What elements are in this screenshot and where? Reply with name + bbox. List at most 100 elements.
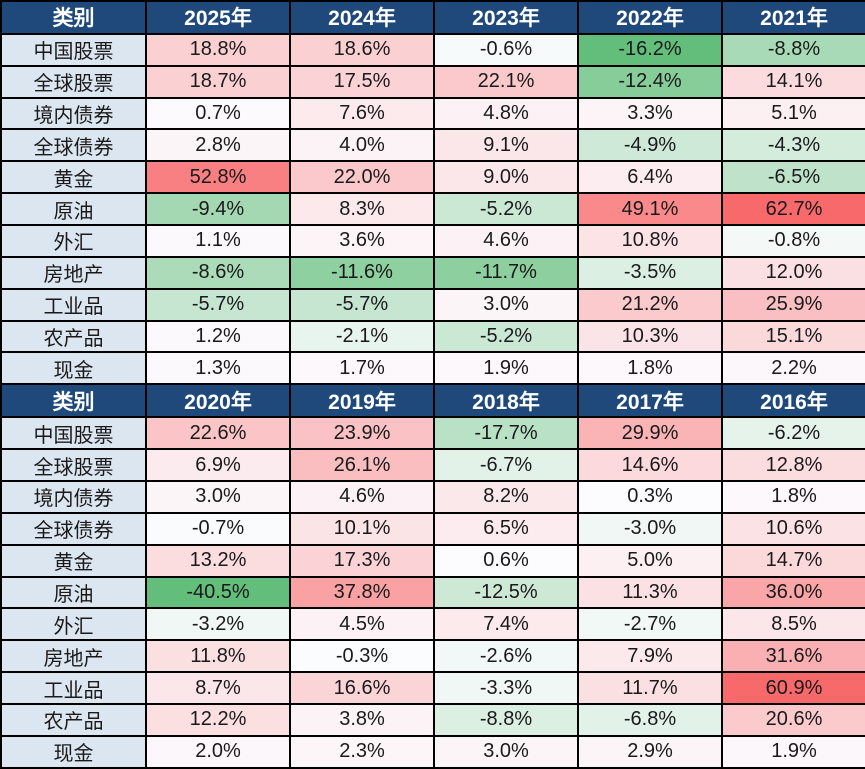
table-row: 工业品 8.7% 16.6% -3.3% 11.7% 60.9% <box>0 671 865 705</box>
category-cell: 黄金 <box>0 160 147 195</box>
value-cell: 12.2% <box>145 702 291 737</box>
value-cell: 14.1% <box>721 64 865 99</box>
value-cell: 22.1% <box>433 64 579 99</box>
value-cell: 8.2% <box>433 479 579 514</box>
value-cell: 18.8% <box>145 32 291 67</box>
value-cell: 14.7% <box>721 543 865 578</box>
value-cell: -0.6% <box>433 32 579 67</box>
value-cell: -12.4% <box>577 64 723 99</box>
value-cell: -0.3% <box>289 639 435 674</box>
value-cell: 1.9% <box>433 351 579 386</box>
value-cell: 7.4% <box>433 607 579 642</box>
value-cell: 8.3% <box>289 192 435 227</box>
category-cell: 中国股票 <box>0 416 147 451</box>
table-row: 全球债券 2.8% 4.0% 9.1% -4.9% -4.3% <box>0 128 865 163</box>
category-cell: 现金 <box>0 351 147 386</box>
year-header: 2024年 <box>289 0 435 35</box>
value-cell: 10.1% <box>289 511 435 546</box>
value-cell: 4.0% <box>289 128 435 163</box>
value-cell: -0.7% <box>145 511 291 546</box>
value-cell: 23.9% <box>289 416 435 451</box>
value-cell: 13.2% <box>145 543 291 578</box>
table-row: 中国股票 22.6% 23.9% -17.7% 29.9% -6.2% <box>0 416 865 451</box>
value-cell: 12.0% <box>721 255 865 290</box>
category-cell: 全球股票 <box>0 448 147 482</box>
value-cell: 1.2% <box>145 319 291 354</box>
category-cell: 外汇 <box>0 224 147 258</box>
category-cell: 全球债券 <box>0 128 147 163</box>
value-cell: 1.7% <box>289 351 435 386</box>
value-cell: 2.8% <box>145 128 291 163</box>
table-row: 全球债券 -0.7% 10.1% 6.5% -3.0% 10.6% <box>0 511 865 546</box>
value-cell: -3.3% <box>433 671 579 705</box>
value-cell: -9.4% <box>145 192 291 227</box>
value-cell: 11.7% <box>577 671 723 705</box>
value-cell: 10.6% <box>721 511 865 546</box>
table-row: 工业品 -5.7% -5.7% 3.0% 21.2% 25.9% <box>0 287 865 322</box>
year-header-row: 类别 2020年 2019年 2018年 2017年 2016年 <box>0 383 865 419</box>
value-cell: 1.8% <box>577 351 723 386</box>
table-row: 全球股票 18.7% 17.5% 22.1% -12.4% 14.1% <box>0 64 865 99</box>
value-cell: 1.9% <box>721 734 865 769</box>
table-row: 黄金 13.2% 17.3% 0.6% 5.0% 14.7% <box>0 543 865 578</box>
value-cell: 16.6% <box>289 671 435 705</box>
table-row: 境内债券 3.0% 4.6% 8.2% 0.3% 1.8% <box>0 479 865 514</box>
value-cell: -8.8% <box>433 702 579 737</box>
value-cell: -3.2% <box>145 607 291 642</box>
value-cell: 7.6% <box>289 96 435 131</box>
value-cell: 29.9% <box>577 416 723 451</box>
value-cell: 49.1% <box>577 192 723 227</box>
value-cell: 3.8% <box>289 702 435 737</box>
value-cell: 60.9% <box>721 671 865 705</box>
value-cell: 15.1% <box>721 319 865 354</box>
category-cell: 房地产 <box>0 255 147 290</box>
value-cell: 10.3% <box>577 319 723 354</box>
table-row: 全球股票 6.9% 26.1% -6.7% 14.6% 12.8% <box>0 448 865 482</box>
row-header-label: 类别 <box>0 0 147 35</box>
value-cell: 3.0% <box>433 287 579 322</box>
value-cell: 8.5% <box>721 607 865 642</box>
value-cell: 22.0% <box>289 160 435 195</box>
year-header: 2018年 <box>433 383 579 419</box>
value-cell: 1.8% <box>721 479 865 514</box>
value-cell: 12.8% <box>721 448 865 482</box>
value-cell: 0.7% <box>145 96 291 131</box>
value-cell: 25.9% <box>721 287 865 322</box>
value-cell: 4.6% <box>433 224 579 258</box>
value-cell: -8.8% <box>721 32 865 67</box>
table-row: 现金 2.0% 2.3% 3.0% 2.9% 1.9% <box>0 734 865 769</box>
value-cell: -4.9% <box>577 128 723 163</box>
value-cell: -2.1% <box>289 319 435 354</box>
value-cell: 3.0% <box>145 479 291 514</box>
value-cell: -3.0% <box>577 511 723 546</box>
value-cell: -8.6% <box>145 255 291 290</box>
category-cell: 外汇 <box>0 607 147 642</box>
table-row: 外汇 1.1% 3.6% 4.6% 10.8% -0.8% <box>0 224 865 258</box>
year-header: 2022年 <box>577 0 723 35</box>
category-cell: 黄金 <box>0 543 147 578</box>
table-row: 外汇 -3.2% 4.5% 7.4% -2.7% 8.5% <box>0 607 865 642</box>
value-cell: 18.7% <box>145 64 291 99</box>
category-cell: 房地产 <box>0 639 147 674</box>
table-row: 现金 1.3% 1.7% 1.9% 1.8% 2.2% <box>0 351 865 386</box>
value-cell: 11.8% <box>145 639 291 674</box>
category-cell: 境内债券 <box>0 96 147 131</box>
category-cell: 境内债券 <box>0 479 147 514</box>
value-cell: -17.7% <box>433 416 579 451</box>
table-row: 黄金 52.8% 22.0% 9.0% 6.4% -6.5% <box>0 160 865 195</box>
value-cell: 21.2% <box>577 287 723 322</box>
year-header: 2025年 <box>145 0 291 35</box>
value-cell: -4.3% <box>721 128 865 163</box>
value-cell: -16.2% <box>577 32 723 67</box>
table-row: 房地产 -8.6% -11.6% -11.7% -3.5% 12.0% <box>0 255 865 290</box>
value-cell: 3.3% <box>577 96 723 131</box>
value-cell: 5.1% <box>721 96 865 131</box>
category-cell: 工业品 <box>0 671 147 705</box>
value-cell: -40.5% <box>145 575 291 610</box>
value-cell: 17.5% <box>289 64 435 99</box>
value-cell: -2.6% <box>433 639 579 674</box>
category-cell: 原油 <box>0 575 147 610</box>
value-cell: 52.8% <box>145 160 291 195</box>
